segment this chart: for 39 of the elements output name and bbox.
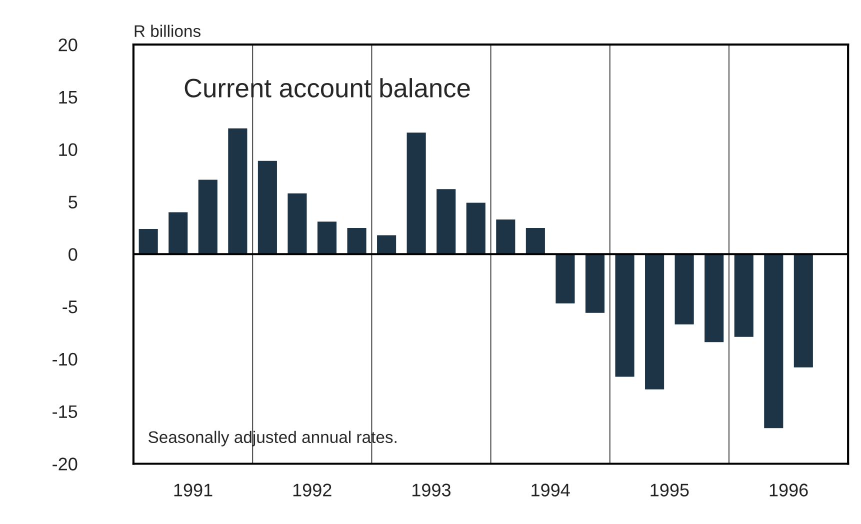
- y-tick-label: 5: [68, 196, 78, 208]
- bar: [406, 132, 426, 254]
- bar: [377, 235, 396, 254]
- bar: [228, 128, 248, 254]
- bar: [436, 189, 456, 254]
- y-tick-label: 10: [59, 143, 78, 156]
- bar: [168, 212, 188, 254]
- bar: [526, 228, 545, 254]
- bar: [317, 222, 337, 254]
- bar: [198, 180, 218, 254]
- bar: [734, 254, 754, 337]
- bar: [585, 254, 605, 313]
- x-tick-label: 1991: [174, 484, 212, 496]
- bar: [347, 228, 366, 254]
- bar: [258, 160, 277, 254]
- bar: [794, 254, 813, 368]
- y-tick-label: -5: [62, 300, 78, 314]
- bar: [615, 254, 634, 377]
- bar: [496, 220, 516, 254]
- y-tick-label: 20: [58, 38, 78, 52]
- bar: [764, 254, 784, 428]
- bar: [138, 228, 158, 254]
- y-tick-label: 15: [59, 91, 78, 104]
- y-tick-label: -15: [52, 405, 78, 418]
- bar: [704, 254, 724, 342]
- bar: [556, 254, 575, 304]
- x-tick-label: 1992: [293, 484, 332, 496]
- x-tick-label: 1994: [532, 484, 570, 496]
- y-tick-label: -20: [52, 458, 78, 470]
- bar: [466, 202, 486, 254]
- bar: [645, 254, 664, 390]
- x-tick-label: 1995: [650, 484, 689, 496]
- y-tick-label: -10: [52, 352, 78, 366]
- y-tick-label: 0: [68, 248, 78, 261]
- y-axis-title: R billions: [134, 24, 200, 38]
- bar: [288, 193, 307, 254]
- x-tick-label: 1996: [770, 484, 808, 496]
- bar: [674, 254, 694, 324]
- x-tick-label: 1993: [412, 484, 451, 496]
